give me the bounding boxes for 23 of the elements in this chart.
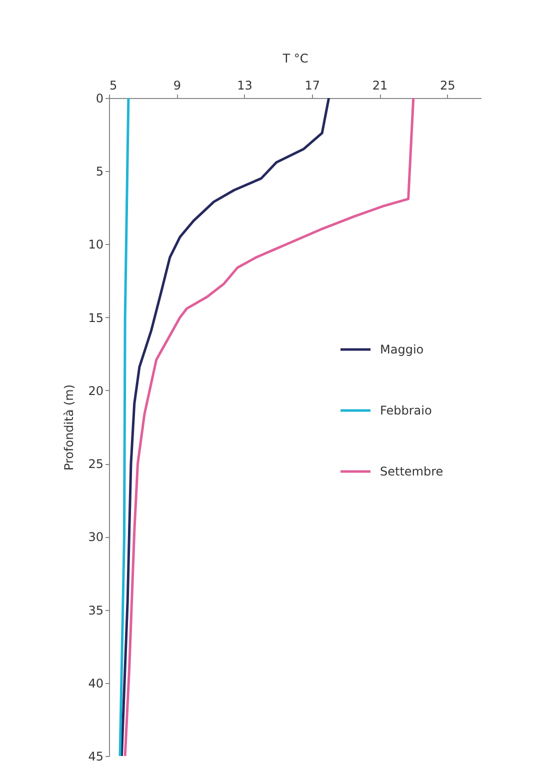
x-tick-label: 9 (173, 78, 181, 92)
y-tick-label: 35 (88, 603, 104, 618)
y-tick-label: 45 (88, 750, 104, 764)
line-series (120, 98, 330, 756)
y-tick-label: 0 (96, 92, 104, 106)
y-tick-label: 5 (96, 164, 104, 179)
line-series (118, 98, 130, 756)
y-tick-label: 10 (88, 238, 104, 252)
x-tick-label: 5 (110, 78, 118, 92)
y-tick-label: 40 (88, 676, 104, 690)
y-axis-title: Profondità (m) (62, 384, 76, 471)
y-tick-label: 25 (88, 457, 104, 472)
x-tick-label: 21 (372, 78, 388, 92)
x-tick-label: 13 (237, 78, 252, 92)
legend-label: Settembre (380, 464, 444, 478)
x-tick-label: 17 (304, 78, 320, 92)
y-tick-label: 30 (88, 530, 104, 544)
x-tick-label: 25 (440, 78, 456, 92)
x-axis-title: T °C (282, 52, 308, 66)
y-tick-label: 15 (88, 310, 104, 325)
legend-label: Febbraio (380, 404, 432, 418)
y-tick-label: 20 (88, 384, 104, 398)
legend-label: Maggio (380, 342, 424, 356)
